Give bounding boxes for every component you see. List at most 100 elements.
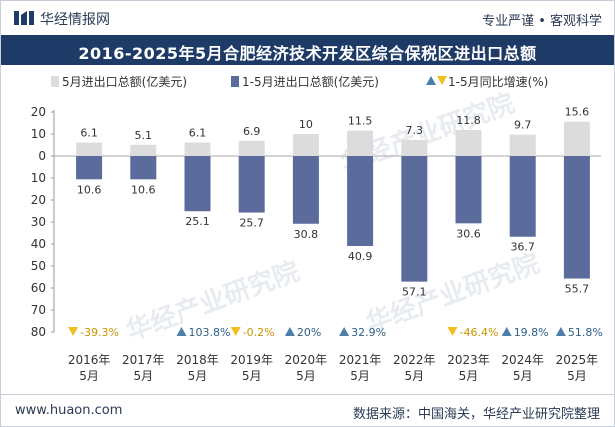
x-tick-label: 5月 [350,369,370,383]
x-tick-label: 5月 [404,369,424,383]
bar-monthly [509,134,536,156]
data-label-cumulative: 10.6 [131,183,156,196]
x-tick-label: 2018年 [176,353,219,367]
bar-cumulative [509,156,536,237]
data-label-monthly: 6.9 [243,125,261,138]
tagline: 专业严谨 • 客观科学 [482,14,602,29]
y-tick-label: 0 [38,149,46,163]
legend-item-growth: 1-5月同比增速(%) [426,73,548,90]
y-tick-label: 20 [31,193,46,207]
bar-monthly [292,134,319,156]
x-tick-label: 5月 [513,369,533,383]
data-label-cumulative: 25.1 [185,215,210,228]
bar-cumulative [130,156,157,180]
legend-item-monthly: 5月进出口总额(亿美元) [51,73,187,90]
data-label-monthly: 11.8 [456,114,481,127]
data-label-cumulative: 36.7 [510,241,535,254]
bar-cumulative [563,156,590,279]
x-tick-label: 2025年 [556,353,599,367]
data-label-cumulative: 10.6 [77,183,102,196]
legend-down-triangle-icon [437,76,447,85]
x-tick-label: 5月 [133,369,153,383]
x-tick-label: 5月 [79,369,99,383]
footer: www.huaon.com 数据来源：中国海关，华经产业研究院整理 [1,394,614,427]
y-tick-label: 50 [31,259,46,273]
brand-name: 华经情报网 [40,12,110,28]
legend-label-cumulative: 1-5月进出口总额(亿美元) [242,75,379,89]
bar-cumulative [455,156,482,224]
bar-cumulative [184,156,211,212]
data-label-monthly: 15.6 [565,106,590,119]
bar-monthly [401,139,428,156]
bar-cumulative [292,156,319,224]
site-url: www.huaon.com [15,403,123,418]
legend-up-triangle-icon [426,76,436,85]
y-tick-label: 80 [31,325,46,339]
bar-monthly [563,121,590,156]
x-tick-label: 5月 [242,369,262,383]
y-tick-label: 20 [31,105,46,119]
data-label-monthly: 11.5 [348,115,373,128]
y-tick-label: 10 [31,171,46,185]
data-source: 数据来源：中国海关，华经产业研究院整理 [352,407,600,422]
data-label-growth: 19.8% [514,326,549,339]
data-label-cumulative: 30.8 [294,228,319,241]
bar-monthly [76,142,103,156]
x-tick-label: 5月 [459,369,479,383]
chart-plot: 20 10 0 10 20 30 40 50 60 70 80 6.1 10.6 -39.3% 2016年 5… [31,105,603,383]
bar-cumulative [238,156,265,213]
x-tick-label: 2017年 [122,353,165,367]
x-tick-label: 2016年 [68,353,111,367]
bar-monthly [184,142,211,156]
x-tick-label: 2024年 [501,353,544,367]
growth-up-marker [284,327,295,336]
data-label-growth: -39.3% [80,326,119,339]
title-bar: 2016-2025年5月合肥经济技术开发区综合保税区进出口总额 [1,35,614,65]
chart-title: 2016-2025年5月合肥经济技术开发区综合保税区进出口总额 [78,44,537,63]
y-tick-label: 30 [31,215,46,229]
legend-label-monthly: 5月进出口总额(亿美元) [62,75,187,89]
bar-monthly [130,144,157,156]
legend-swatch-monthly [51,76,59,87]
legend-label-growth: 1-5月同比增速(%) [448,75,549,89]
x-tick-label: 2023年 [447,353,490,367]
data-label-growth: 32.9% [351,326,386,339]
data-label-growth: 51.8% [568,326,603,339]
bar-cumulative [347,156,374,246]
x-tick-label: 2021年 [339,353,382,367]
growth-up-marker [501,327,512,336]
y-tick-label: 40 [31,237,46,251]
bar-cumulative [76,156,103,180]
data-label-growth: -46.4% [460,326,499,339]
x-tick-label: 5月 [567,369,587,383]
data-label-growth: 103.8% [189,326,231,339]
data-label-monthly: 9.7 [514,119,532,132]
legend-item-cumulative: 1-5月进出口总额(亿美元) [231,73,379,90]
growth-down-marker [230,327,241,336]
x-tick-label: 2022年 [393,353,436,367]
growth-up-marker [176,327,187,336]
data-label-monthly: 7.3 [406,124,424,137]
data-label-monthly: 5.1 [135,129,153,142]
top-bar: 华经情报网 专业严谨 • 客观科学 [1,1,614,35]
y-tick-label: 70 [31,303,46,317]
data-label-growth: 20% [297,326,321,339]
data-label-cumulative: 55.7 [565,283,590,296]
x-tick-label: 5月 [296,369,316,383]
x-tick-label: 2019年 [230,353,273,367]
growth-down-marker [447,327,458,336]
bar-monthly [455,130,482,156]
growth-up-marker [339,327,350,336]
data-label-monthly: 6.1 [80,127,98,140]
y-tick-label: 10 [31,127,46,141]
growth-down-marker [68,327,79,336]
data-label-cumulative: 40.9 [348,250,373,263]
data-label-monthly: 6.1 [189,127,207,140]
legend-swatch-cumulative [231,76,239,87]
legend: 5月进出口总额(亿美元) 1-5月进出口总额(亿美元) 1-5月同比增速(%) [1,73,614,93]
bar-monthly [238,140,265,156]
data-label-cumulative: 30.6 [456,227,481,240]
bar-monthly [347,130,374,156]
growth-up-marker [555,327,566,336]
x-tick-label: 2020年 [285,353,328,367]
